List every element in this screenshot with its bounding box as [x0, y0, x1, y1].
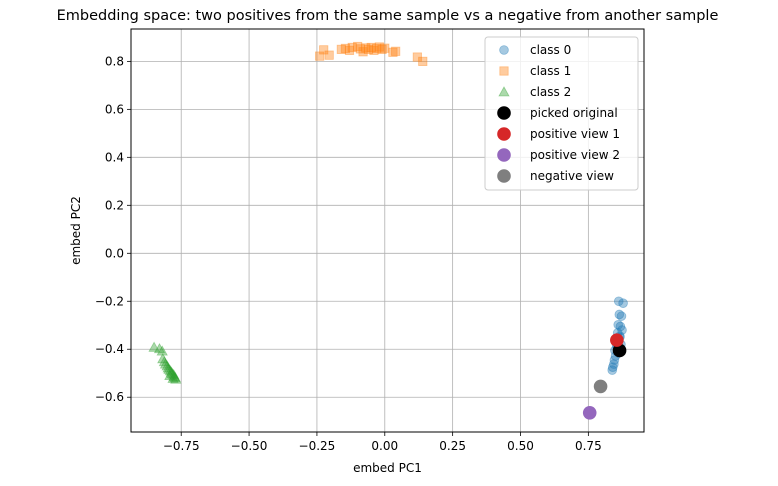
y-axis-label: embed PC2 [69, 196, 83, 265]
class-0-point [614, 309, 625, 320]
legend: class 0 class 1 class 2 picked original posi… [484, 36, 639, 191]
legend-box [484, 36, 639, 191]
class-1-point [324, 50, 334, 60]
legend-marker-class-0 [499, 45, 509, 55]
plot-frame [130, 28, 645, 433]
chart-title: Embedding space: two positives from the … [57, 8, 719, 24]
x-tick-label: −0.50 [231, 439, 268, 453]
x-tick-label: 0.75 [575, 439, 602, 453]
class-0-point [607, 362, 618, 373]
legend-label-negative-view: negative view [530, 169, 614, 183]
y-tick-label: 0.4 [105, 150, 124, 164]
class-0-point [613, 296, 624, 307]
legend-marker-class-1 [499, 66, 509, 76]
class-2-point [158, 355, 171, 367]
picked-original-point [612, 343, 627, 358]
class-2-point [166, 367, 178, 379]
class-1-point [361, 43, 371, 53]
class-2-point [164, 369, 176, 381]
legend-label-class-0: class 0 [530, 43, 571, 57]
legend-marker-positive-view-1 [497, 127, 511, 141]
legend-label-positive-view-2: positive view 2 [530, 148, 620, 162]
class-2-point [164, 365, 177, 376]
legend-marker-picked-original [497, 106, 511, 120]
y-tick-label: −0.4 [95, 342, 124, 356]
x-axis-label: embed PC1 [353, 461, 422, 475]
class-0-point [617, 325, 627, 335]
x-tick-label: 0.25 [439, 439, 466, 453]
legend-marker-negative-view [497, 169, 511, 183]
class-0-point [618, 298, 628, 308]
class-0-point [609, 359, 619, 369]
class-2-point [167, 368, 180, 380]
class-1-point [355, 44, 365, 54]
class-1-point [363, 44, 374, 54]
y-tick-label: 0.8 [105, 54, 124, 68]
class-1-point [391, 46, 401, 56]
class-2-point [170, 373, 182, 384]
class-0-point [609, 355, 620, 365]
class-2-point [168, 370, 180, 381]
y-tick-label: −0.2 [95, 294, 124, 308]
class-2-point [163, 363, 175, 374]
legend-label-class-1: class 1 [530, 64, 571, 78]
class-0-point [607, 365, 618, 375]
class-1-point [347, 42, 357, 53]
legend-label-picked-original: picked original [530, 106, 618, 120]
x-tick-label: 0.50 [507, 439, 534, 453]
plot-points [148, 41, 628, 420]
class-1-point [412, 52, 422, 62]
class-2-point [148, 341, 160, 352]
class-2-point [162, 362, 174, 373]
y-tick-label: −0.6 [95, 390, 124, 404]
class-2-point [165, 366, 178, 377]
x-tick-label: −0.75 [163, 439, 200, 453]
y-tick-label: 0.6 [105, 102, 124, 116]
class-2-point [161, 360, 173, 371]
legend-label-class-2: class 2 [530, 85, 571, 99]
y-tick-label: 0.2 [105, 198, 124, 212]
class-1-point [418, 56, 428, 66]
class-0-point [613, 319, 624, 330]
class-1-point [366, 42, 376, 53]
class-0-point [616, 311, 627, 321]
class-0-point [615, 321, 626, 332]
class-1-point [380, 43, 390, 53]
x-tick-label: −0.25 [299, 439, 336, 453]
class-1-point [353, 41, 363, 52]
class-2-point [157, 353, 169, 364]
class-2-point [156, 345, 168, 356]
class-1-point [377, 44, 387, 54]
legend-marker-class-2 [498, 86, 510, 97]
x-tick-label: 0.00 [371, 439, 398, 453]
class-1-point [388, 47, 398, 57]
positive-view-1-point [610, 333, 624, 347]
class-1-point [374, 42, 384, 52]
class-1-point [344, 45, 355, 55]
class-1-point [319, 45, 329, 55]
class-1-point [372, 43, 382, 54]
positive-view-2-point [582, 406, 597, 420]
class-1-point [315, 51, 325, 61]
class-2-point [169, 371, 181, 382]
legend-marker-positive-view-2 [497, 148, 511, 162]
class-1-point [340, 43, 351, 54]
class-1-point [336, 44, 346, 54]
class-1-point [369, 45, 379, 55]
class-2-point [159, 358, 172, 369]
axis-ticks: −0.75 −0.50 −0.25 0.00 0.25 0.50 0.75 −0.6 −0.4 −… [95, 54, 602, 453]
class-2-point [153, 342, 166, 354]
class-2-point [167, 372, 179, 383]
y-tick-label: 0.0 [105, 246, 124, 260]
class-1-point [358, 47, 368, 57]
legend-label-positive-view-1: positive view 1 [530, 127, 620, 141]
negative-view-point [593, 379, 608, 394]
